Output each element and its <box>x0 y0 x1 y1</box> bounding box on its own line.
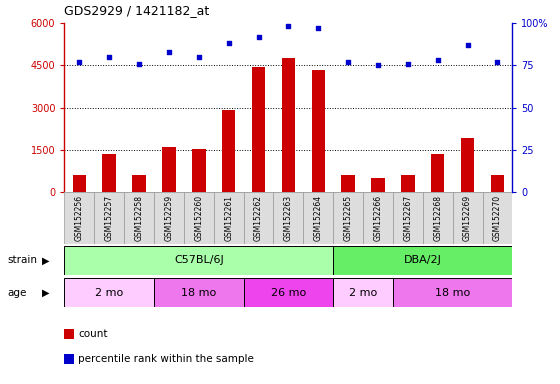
Text: age: age <box>7 288 27 298</box>
Text: ▶: ▶ <box>42 255 50 265</box>
Bar <box>423 192 452 244</box>
Point <box>314 25 323 31</box>
Text: GDS2929 / 1421182_at: GDS2929 / 1421182_at <box>64 4 209 17</box>
Point <box>75 59 84 65</box>
Text: GSM152267: GSM152267 <box>403 195 412 241</box>
Point <box>284 23 293 30</box>
Text: GSM152270: GSM152270 <box>493 195 502 241</box>
Point <box>463 42 472 48</box>
Bar <box>184 192 214 244</box>
Bar <box>64 192 94 244</box>
Bar <box>154 192 184 244</box>
Bar <box>491 175 504 192</box>
Bar <box>452 192 483 244</box>
Bar <box>342 175 355 192</box>
Text: 18 mo: 18 mo <box>435 288 470 298</box>
Bar <box>461 139 474 192</box>
Text: GSM152268: GSM152268 <box>433 195 442 241</box>
Text: 18 mo: 18 mo <box>181 288 216 298</box>
Text: GSM152263: GSM152263 <box>284 195 293 241</box>
Text: DBA/2J: DBA/2J <box>404 255 442 265</box>
Bar <box>94 192 124 244</box>
Point <box>433 57 442 63</box>
Bar <box>282 58 295 192</box>
Bar <box>371 179 385 192</box>
Bar <box>162 147 176 192</box>
Point <box>493 59 502 65</box>
Text: GSM152266: GSM152266 <box>374 195 382 241</box>
Bar <box>483 192 512 244</box>
Text: 26 mo: 26 mo <box>271 288 306 298</box>
Point <box>165 49 174 55</box>
Text: GSM152269: GSM152269 <box>463 195 472 241</box>
Bar <box>73 175 86 192</box>
Bar <box>222 110 235 192</box>
Bar <box>124 192 154 244</box>
Bar <box>393 192 423 244</box>
Point <box>194 54 203 60</box>
Point <box>254 33 263 40</box>
Bar <box>393 278 512 307</box>
Bar <box>64 246 333 275</box>
Bar <box>431 154 445 192</box>
Text: strain: strain <box>7 255 38 265</box>
Bar <box>64 278 154 307</box>
Point <box>403 61 412 67</box>
Point <box>224 40 233 46</box>
Text: 2 mo: 2 mo <box>95 288 123 298</box>
Text: C57BL/6J: C57BL/6J <box>174 255 223 265</box>
Bar <box>252 67 265 192</box>
Text: GSM152256: GSM152256 <box>75 195 84 241</box>
Text: GSM152257: GSM152257 <box>105 195 114 241</box>
Text: GSM152261: GSM152261 <box>224 195 233 241</box>
Bar <box>244 192 273 244</box>
Text: count: count <box>78 329 108 339</box>
Bar <box>244 278 333 307</box>
Text: GSM152260: GSM152260 <box>194 195 203 241</box>
Text: GSM152265: GSM152265 <box>344 195 353 241</box>
Text: 2 mo: 2 mo <box>349 288 377 298</box>
Bar <box>154 278 244 307</box>
Bar <box>333 192 363 244</box>
Bar <box>304 192 333 244</box>
Bar <box>102 154 116 192</box>
Text: GSM152264: GSM152264 <box>314 195 323 241</box>
Point <box>134 61 143 67</box>
Bar <box>401 175 414 192</box>
Bar <box>214 192 244 244</box>
Point <box>344 59 353 65</box>
Bar <box>311 70 325 192</box>
Bar <box>273 192 304 244</box>
Text: percentile rank within the sample: percentile rank within the sample <box>78 354 254 364</box>
Bar <box>333 278 393 307</box>
Bar <box>333 246 512 275</box>
Bar <box>192 149 206 192</box>
Point <box>105 54 114 60</box>
Point <box>374 62 382 68</box>
Bar <box>363 192 393 244</box>
Bar <box>132 175 146 192</box>
Text: GSM152262: GSM152262 <box>254 195 263 241</box>
Text: GSM152259: GSM152259 <box>165 195 174 241</box>
Text: ▶: ▶ <box>42 288 50 298</box>
Text: GSM152258: GSM152258 <box>134 195 143 241</box>
